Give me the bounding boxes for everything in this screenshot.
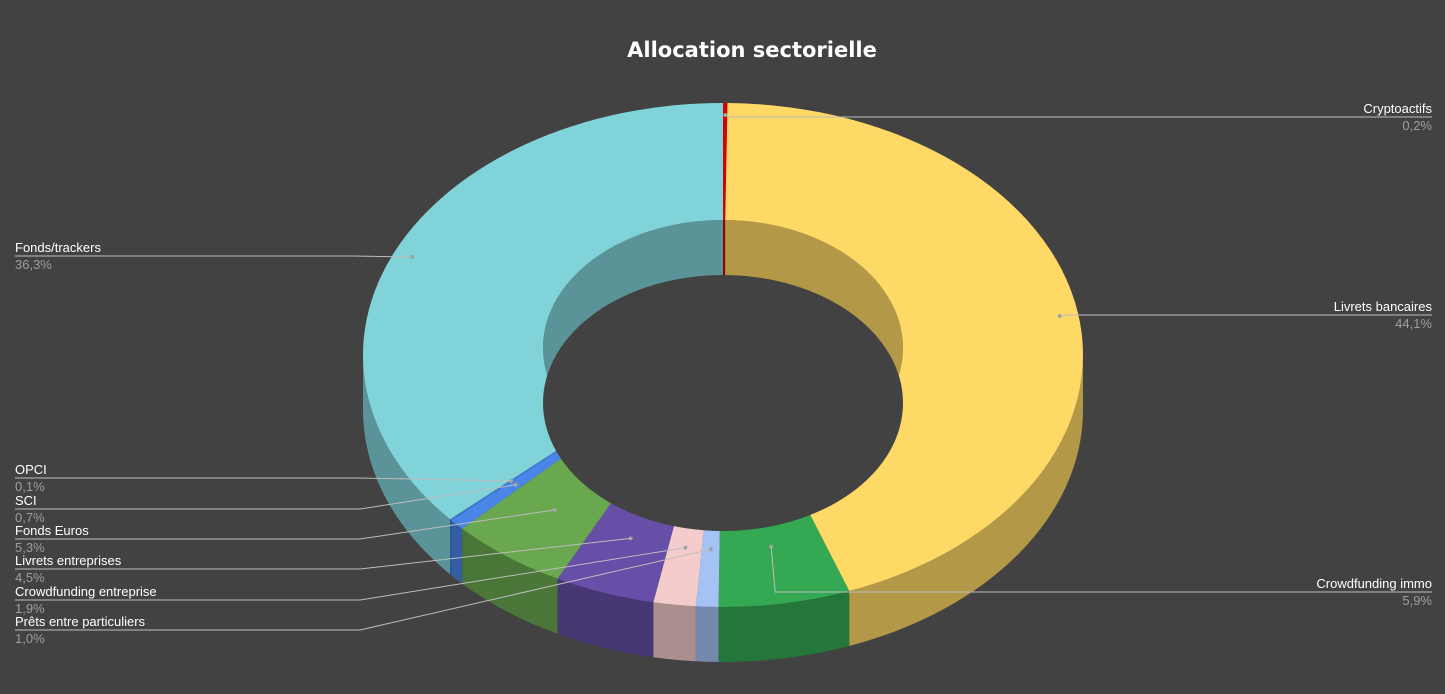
label-name-fonds-euros: Fonds Euros bbox=[15, 523, 89, 538]
leader-lines bbox=[15, 113, 1432, 631]
label-value-cryptoactifs: 0,2% bbox=[1402, 118, 1432, 133]
slice-inner-wall-top-livrets-bancaires bbox=[725, 220, 903, 403]
label-value-crowdfunding-entreprise: 1,9% bbox=[15, 601, 45, 616]
label-value-opci: 0,1% bbox=[15, 479, 45, 494]
label-value-fonds-trackers: 36,3% bbox=[15, 257, 52, 272]
donut-hole-floor bbox=[543, 275, 903, 531]
label-name-crowdfunding-entreprise: Crowdfunding entreprise bbox=[15, 584, 157, 599]
leader-line-fonds-trackers bbox=[15, 255, 413, 258]
slice-side-opci bbox=[449, 519, 452, 576]
label-name-livrets-bancaires: Livrets bancaires bbox=[1334, 299, 1433, 314]
leader-line-crowdfunding-entreprise bbox=[15, 547, 686, 601]
slice-inner-wall-top-cryptoactifs bbox=[723, 220, 726, 276]
label-name-fonds-trackers: Fonds/trackers bbox=[15, 240, 101, 255]
label-name-opci: OPCI bbox=[15, 462, 47, 477]
chart-title: Allocation sectorielle bbox=[627, 38, 877, 62]
label-name-crowdfunding-immo: Crowdfunding immo bbox=[1316, 576, 1432, 591]
slice-side-livrets-bancaires bbox=[849, 355, 1083, 647]
slice-inner-wall-top-fonds-trackers bbox=[543, 220, 723, 403]
slice-side-crowdfunding-entreprise bbox=[653, 602, 696, 662]
slice-side-fonds-trackers bbox=[363, 355, 450, 575]
label-value-crowdfunding-immo: 5,9% bbox=[1402, 593, 1432, 608]
slice-side-livrets-entreprises bbox=[557, 578, 654, 658]
leader-line-cryptoactifs bbox=[725, 114, 1432, 118]
label-value-livrets-bancaires: 44,1% bbox=[1395, 316, 1432, 331]
slice-fonds-trackers bbox=[363, 103, 723, 520]
label-value-sci: 0,7% bbox=[15, 510, 45, 525]
label-name-livrets-entreprises: Livrets entreprises bbox=[15, 553, 122, 568]
label-value-fonds-euros: 5,3% bbox=[15, 540, 45, 555]
donut-top-layer bbox=[363, 103, 1083, 607]
slice-side-sci bbox=[451, 520, 463, 584]
leader-line-crowdfunding-immo bbox=[770, 546, 1432, 593]
slice-side-prets-entre-particuliers bbox=[695, 606, 719, 662]
label-value-prets-entre-particuliers: 1,0% bbox=[15, 631, 45, 646]
label-value-livrets-entreprises: 4,5% bbox=[15, 570, 45, 585]
donut-hole-wall bbox=[543, 220, 903, 403]
leader-line-opci bbox=[15, 477, 512, 482]
leader-line-sci bbox=[15, 484, 516, 510]
label-name-sci: SCI bbox=[15, 493, 37, 508]
label-name-prets-entre-particuliers: Prêts entre particuliers bbox=[15, 614, 146, 629]
leader-line-fonds-euros bbox=[15, 509, 555, 540]
slice-labels: Cryptoactifs 0,2% Livrets bancaires 44,1% Cr… bbox=[15, 101, 1432, 646]
label-name-cryptoactifs: Cryptoactifs bbox=[1363, 101, 1432, 116]
leader-line-livrets-entreprises bbox=[15, 537, 631, 570]
slice-side-crowdfunding-immo bbox=[718, 591, 850, 662]
slice-opci bbox=[449, 431, 588, 521]
slice-sci bbox=[451, 432, 593, 529]
leader-line-prets-entre-particuliers bbox=[15, 548, 711, 631]
slice-cryptoactifs bbox=[723, 103, 728, 221]
leader-line-livrets-bancaires bbox=[1059, 314, 1432, 317]
